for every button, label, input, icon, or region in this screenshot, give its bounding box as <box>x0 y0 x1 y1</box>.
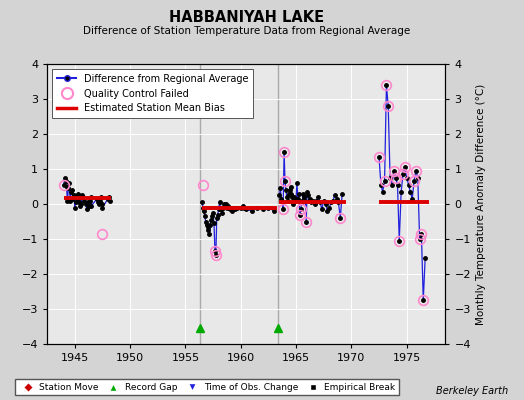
Y-axis label: Monthly Temperature Anomaly Difference (°C): Monthly Temperature Anomaly Difference (… <box>476 83 486 325</box>
Legend: Station Move, Record Gap, Time of Obs. Change, Empirical Break: Station Move, Record Gap, Time of Obs. C… <box>15 379 399 396</box>
Text: HABBANIYAH LAKE: HABBANIYAH LAKE <box>169 10 324 25</box>
Text: Difference of Station Temperature Data from Regional Average: Difference of Station Temperature Data f… <box>83 26 410 36</box>
Text: Berkeley Earth: Berkeley Earth <box>436 386 508 396</box>
Legend: Difference from Regional Average, Quality Control Failed, Estimated Station Mean: Difference from Regional Average, Qualit… <box>52 69 254 118</box>
